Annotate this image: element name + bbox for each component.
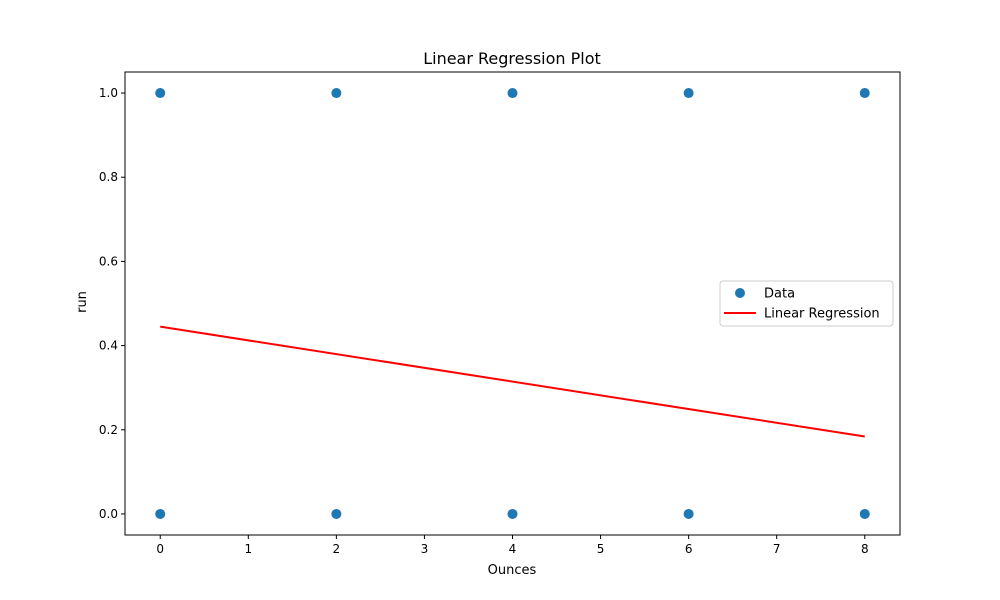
x-tick-label: 7 (773, 542, 781, 556)
x-tick-label: 1 (244, 542, 252, 556)
data-point (507, 88, 518, 99)
data-point (155, 88, 166, 99)
x-tick-label: 3 (421, 542, 429, 556)
x-tick-label: 5 (597, 542, 605, 556)
data-point (859, 88, 870, 99)
chart-title: Linear Regression Plot (423, 49, 601, 68)
y-tick-label: 0.0 (99, 507, 118, 521)
regression-line (160, 325, 865, 438)
y-tick-label: 0.2 (99, 423, 118, 437)
y-tick-label: 0.8 (99, 170, 118, 184)
data-point (331, 508, 342, 519)
y-tick-label: 0.6 (99, 254, 118, 268)
y-tick-label: 0.4 (99, 339, 118, 353)
legend: Data Linear Regression (719, 280, 894, 327)
x-tick-label: 6 (685, 542, 693, 556)
plot-area: 0 1 2 3 4 5 6 7 8 0.0 0.2 0.4 0.6 0.8 1.0 (99, 71, 901, 556)
y-axis-label: run (75, 291, 90, 313)
data-point (683, 508, 694, 519)
x-tick-label: 0 (156, 542, 164, 556)
data-point (683, 88, 694, 99)
plot-frame (124, 71, 901, 536)
x-tick-label: 2 (333, 542, 341, 556)
data-point (155, 508, 166, 519)
legend-label: Data (764, 287, 795, 302)
data-point (331, 88, 342, 99)
data-point (507, 508, 518, 519)
data-point (859, 508, 870, 519)
y-tick-label: 1.0 (99, 86, 118, 100)
legend-label: Linear Regression (764, 307, 880, 322)
x-tick-label: 8 (861, 542, 869, 556)
legend-marker-data (735, 288, 745, 298)
legend-box (719, 280, 894, 327)
x-axis-label: Ounces (488, 563, 537, 578)
x-tick-label: 4 (509, 542, 517, 556)
